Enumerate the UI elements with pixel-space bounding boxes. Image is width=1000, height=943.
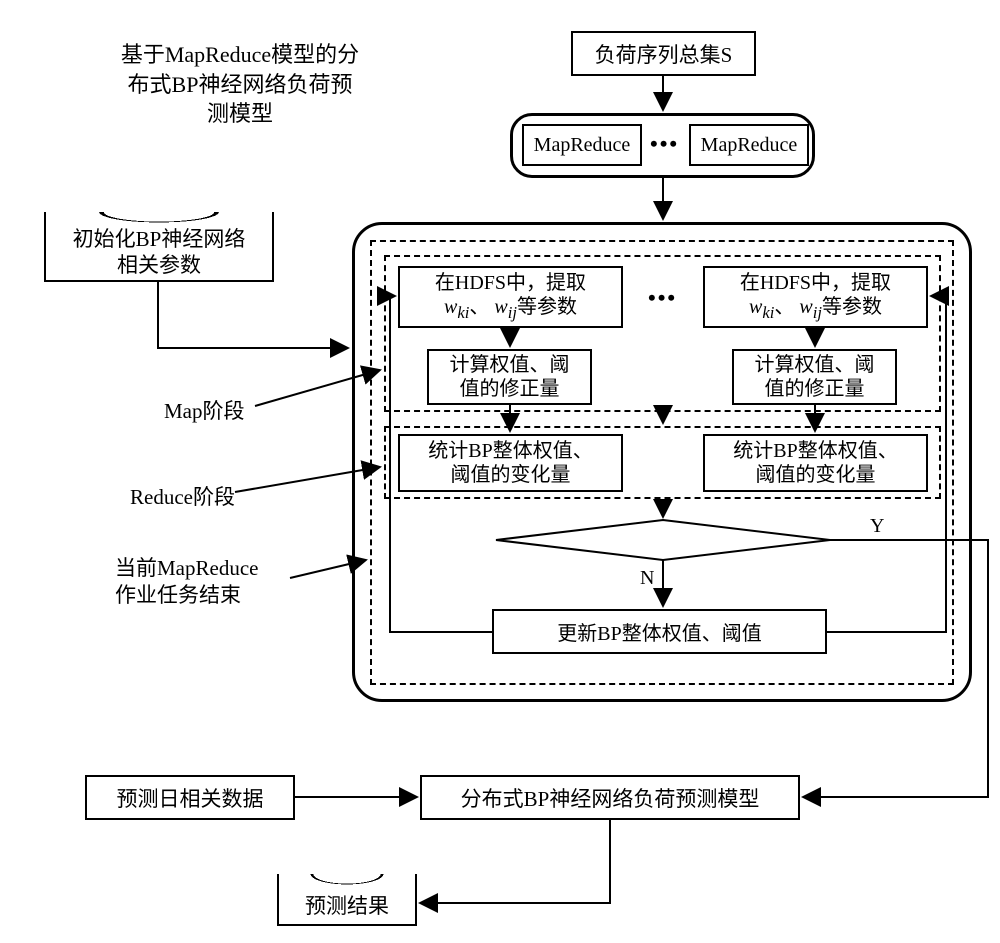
calc-box-right: 计算权值、阈 值的修正量 <box>732 349 897 405</box>
init-line-1: 初始化BP神经网络 <box>73 227 246 251</box>
extract-box-left: 在HDFS中，提取 wki、 wij等参数 <box>398 266 623 328</box>
mapreduce-box-left: MapReduce <box>522 124 642 166</box>
decision-expr: e<eb||iter>iterMax <box>593 530 726 549</box>
w2s-r: ij <box>813 303 822 322</box>
title-line-1: 基于MapReduce模型的分 <box>121 42 359 67</box>
reduce-phase-label: Reduce阶段 <box>130 481 235 511</box>
pred-day-box: 预测日相关数据 <box>85 775 295 820</box>
init-params-banner: 初始化BP神经网络 相关参数 <box>44 222 274 282</box>
label-n: N <box>640 567 654 590</box>
update-label: 更新BP整体权值、阈值 <box>557 617 761 646</box>
cur-l1: 当前MapReduce <box>115 556 258 580</box>
yes-text: Y <box>870 515 884 537</box>
load-set-label: 负荷序列总集S <box>595 39 733 69</box>
stat-l2-right: 阈值的变化量 <box>756 464 876 486</box>
etc-l: 等参数 <box>517 296 577 318</box>
dist-model-label: 分布式BP神经网络负荷预测模型 <box>461 783 760 813</box>
cur-l2: 作业任务结束 <box>115 583 241 607</box>
stat-l2-left: 阈值的变化量 <box>451 464 571 486</box>
diagram-title: 基于MapReduce模型的分 布式BP神经网络负荷预 测模型 <box>110 40 370 129</box>
result-banner: 预测结果 <box>277 884 417 926</box>
calc-l2-left: 值的修正量 <box>460 378 560 400</box>
w1-r: w <box>749 296 762 318</box>
stat-l1-left: 统计BP整体权值、 <box>428 440 592 462</box>
extract-box-right: 在HDFS中，提取 wki、 wij等参数 <box>703 266 928 328</box>
decision-q: ? <box>726 530 734 549</box>
dots-extract: ••• <box>648 285 677 311</box>
stat-box-right: 统计BP整体权值、 阈值的变化量 <box>703 434 928 492</box>
dots-top: ••• <box>650 131 679 157</box>
title-line-2: 布式BP神经网络负荷预 <box>128 72 353 97</box>
current-task-label: 当前MapReduce 作业任务结束 <box>115 555 258 610</box>
stat-l1-right: 统计BP整体权值、 <box>733 440 897 462</box>
load-set-box: 负荷序列总集S <box>571 31 756 76</box>
decision-text: e<eb||iter>iterMax? <box>558 530 768 550</box>
w1s-l: ki <box>457 303 469 322</box>
title-line-3: 测模型 <box>207 101 273 126</box>
sep-r: 、 <box>774 296 794 318</box>
w1s-r: ki <box>762 303 774 322</box>
init-line-2: 相关参数 <box>117 253 201 277</box>
w2-r: w <box>799 296 812 318</box>
reduce-phase-text: Reduce阶段 <box>130 485 235 509</box>
extract-l1-right: 在HDFS中，提取 <box>740 272 891 294</box>
mapreduce-box-right: MapReduce <box>689 124 809 166</box>
dist-model-box: 分布式BP神经网络负荷预测模型 <box>420 775 800 820</box>
mapreduce-label-1: MapReduce <box>534 134 631 157</box>
etc-r: 等参数 <box>822 296 882 318</box>
update-box: 更新BP整体权值、阈值 <box>492 609 827 654</box>
w1-l: w <box>444 296 457 318</box>
extract-l1-left: 在HDFS中，提取 <box>435 272 586 294</box>
label-y: Y <box>870 515 884 538</box>
calc-l2-right: 值的修正量 <box>765 378 865 400</box>
w2s-l: ij <box>508 303 517 322</box>
calc-box-left: 计算权值、阈 值的修正量 <box>427 349 592 405</box>
sep-l: 、 <box>469 296 489 318</box>
map-phase-text: Map阶段 <box>164 399 245 423</box>
calc-l1-right: 计算权值、阈 <box>755 354 875 376</box>
no-text: N <box>640 567 654 589</box>
pred-day-label: 预测日相关数据 <box>117 783 264 813</box>
w2-l: w <box>494 296 507 318</box>
stat-box-left: 统计BP整体权值、 阈值的变化量 <box>398 434 623 492</box>
result-label: 预测结果 <box>305 894 389 918</box>
map-phase-label: Map阶段 <box>164 395 245 425</box>
mapreduce-label-2: MapReduce <box>701 134 798 157</box>
calc-l1-left: 计算权值、阈 <box>450 354 570 376</box>
